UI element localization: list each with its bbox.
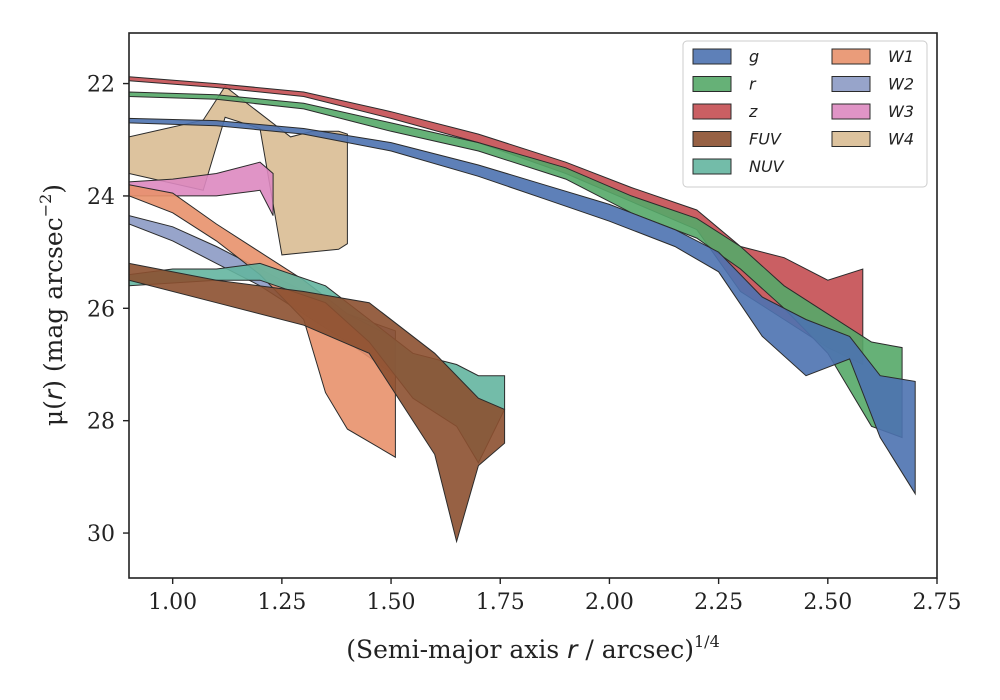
legend-label-z: z xyxy=(748,102,758,121)
legend-label-g: g xyxy=(749,47,759,66)
y-axis: 22 24 26 28 30 xyxy=(87,73,129,547)
legend-swatch-w2 xyxy=(831,76,871,92)
legend-swatch-w1 xyxy=(831,48,871,65)
legend-swatch-fuv xyxy=(692,131,732,147)
legend-swatch-w4 xyxy=(831,131,871,147)
y-axis-label: μ(r) (mag arcsec−2) xyxy=(36,184,68,426)
legend-label-nuv: NUV xyxy=(749,157,785,176)
y-tick-label: 30 xyxy=(87,522,115,547)
y-tick-label: 28 xyxy=(87,410,115,435)
x-tick-label: 1.50 xyxy=(367,590,416,615)
x-tick-label: 2.50 xyxy=(803,590,852,615)
band-w4 xyxy=(129,85,348,256)
legend-swatch-r xyxy=(692,76,732,92)
data-bands xyxy=(129,76,916,544)
x-tick-label: 2.25 xyxy=(694,590,743,615)
x-tick-label: 1.00 xyxy=(148,590,197,615)
legend-label-w4: W4 xyxy=(888,130,914,149)
y-tick-label: 24 xyxy=(87,185,115,210)
x-tick-label: 1.25 xyxy=(257,590,306,615)
plot-frame xyxy=(128,32,938,579)
legend-label-w1: W1 xyxy=(888,47,914,66)
legend-swatch-w3 xyxy=(831,103,871,120)
legend-label-fuv: FUV xyxy=(749,130,782,149)
x-tick-label: 1.75 xyxy=(476,590,525,615)
legend-label-r: r xyxy=(749,75,757,94)
y-tick-label: 22 xyxy=(87,73,115,98)
x-axis-label: (Semi-major axis r / arcsec)1/4 xyxy=(346,632,720,664)
x-tick-label: 2.00 xyxy=(585,590,634,615)
legend-swatch-z xyxy=(692,103,732,120)
legend-label-w2: W2 xyxy=(888,75,914,94)
legend: grz FUV NUV W1 W2 W3 W4 xyxy=(682,40,928,188)
legend-label-w3: W3 xyxy=(888,102,914,121)
band-g xyxy=(129,117,916,496)
band-fuv xyxy=(129,262,506,544)
legend-swatch-nuv xyxy=(692,158,732,175)
legend-swatch-g xyxy=(692,48,732,65)
y-tick-label: 26 xyxy=(87,297,115,322)
x-axis: 1.00 1.25 1.50 1.75 2.00 2.25 2.50 2.75 xyxy=(148,578,961,615)
band-w1 xyxy=(129,184,396,459)
x-tick-label: 2.75 xyxy=(913,590,962,615)
